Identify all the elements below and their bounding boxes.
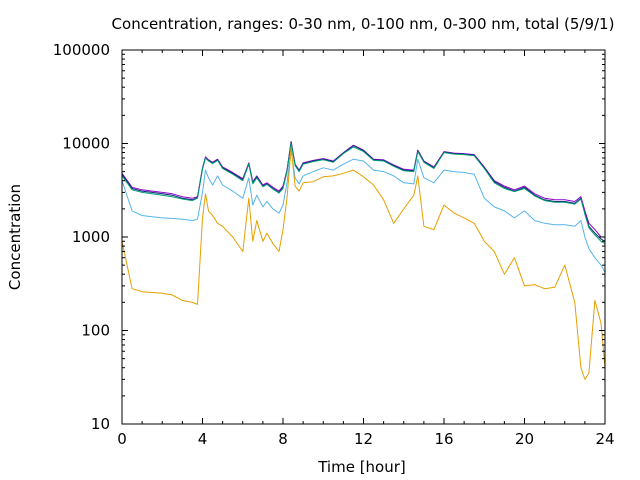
x-axis-label: Time [hour] bbox=[317, 458, 406, 476]
x-tick-label: 0 bbox=[117, 430, 127, 448]
x-tick-label: 24 bbox=[595, 430, 614, 448]
y-tick-label: 10000 bbox=[62, 135, 110, 153]
axes-layer: 0 4 8 12 16 20 24 10 100 1000 10000 100000 bbox=[53, 41, 615, 448]
x-tick-label: 8 bbox=[278, 430, 288, 448]
y-axis-label: Concentration bbox=[6, 184, 24, 290]
series-layer bbox=[121, 141, 606, 380]
series-line-3 bbox=[121, 143, 606, 245]
x-tick-label: 12 bbox=[354, 430, 373, 448]
y-tick-label: 10 bbox=[91, 415, 110, 433]
plot-frame bbox=[121, 49, 606, 425]
x-tick-label: 20 bbox=[515, 430, 534, 448]
x-tick-label: 4 bbox=[198, 430, 208, 448]
series-line-4 bbox=[121, 149, 606, 273]
series-line-1 bbox=[121, 141, 605, 238]
y-tick-label: 100 bbox=[81, 322, 110, 340]
series-line-5 bbox=[121, 147, 606, 380]
y-tick-label: 100000 bbox=[53, 41, 110, 59]
y-tick-label: 1000 bbox=[72, 228, 110, 246]
x-tick-label: 16 bbox=[434, 430, 453, 448]
chart-title: Concentration, ranges: 0-30 nm, 0-100 nm… bbox=[112, 15, 615, 33]
